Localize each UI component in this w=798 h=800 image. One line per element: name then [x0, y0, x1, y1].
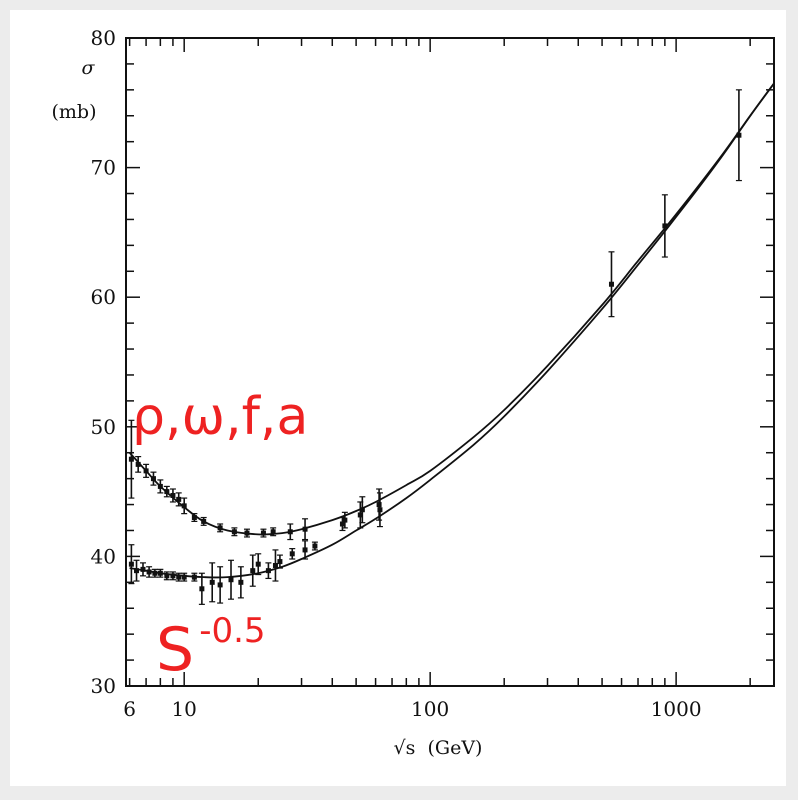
- data-point-lower: [255, 553, 262, 576]
- y-tick-label: 30: [91, 674, 116, 698]
- data-point-upper: [287, 523, 294, 541]
- data-point-lower: [133, 559, 140, 582]
- data-point-high-energy: [608, 251, 615, 318]
- data-point-lower: [276, 554, 283, 569]
- data-point-high-energy: [661, 194, 668, 258]
- data-point-lower: [228, 559, 235, 600]
- data-point-upper: [163, 485, 170, 498]
- annotation-power-law: S -0.5: [156, 611, 266, 685]
- data-point-lower: [163, 571, 170, 581]
- data-point-lower: [302, 540, 309, 560]
- data-point-upper: [135, 456, 142, 473]
- data-point-lower: [357, 501, 364, 529]
- data-point-upper: [191, 513, 198, 523]
- data-point-upper: [376, 488, 383, 521]
- y-tick-label: 80: [91, 26, 116, 50]
- data-point-upper: [143, 463, 150, 478]
- data-point-lower: [151, 568, 158, 578]
- data-point-lower: [217, 566, 224, 604]
- annotation-reggeon-exchange: ρ,ω,f,a: [132, 387, 308, 447]
- x-tick-label: 100: [411, 697, 449, 721]
- y-axis-label-unit: (mb): [51, 101, 96, 123]
- annotation-power-base: S: [156, 615, 194, 685]
- data-point-lower: [175, 572, 182, 582]
- data-point-lower: [249, 554, 256, 587]
- data-point-upper: [181, 497, 188, 515]
- data-point-upper: [150, 471, 157, 486]
- data-point-lower: [311, 541, 318, 551]
- data-point-upper: [169, 488, 176, 503]
- ticks-layer: 6 10 100 1000 30 40 50 60 70 80: [91, 26, 774, 721]
- data-point-upper: [260, 528, 267, 538]
- data-point-lower: [157, 568, 164, 578]
- data-point-lower: [198, 572, 205, 605]
- data-point-upper: [231, 527, 238, 537]
- data-point-upper: [157, 479, 164, 494]
- data-point-lower: [339, 516, 346, 532]
- fit-curve-upper: [128, 82, 775, 536]
- fit-curve-lower: [129, 82, 775, 579]
- data-point-high-energy: [735, 89, 742, 182]
- x-tick-label: 6: [123, 697, 136, 721]
- y-axis-label-sigma: σ: [82, 57, 96, 79]
- y-tick-label: 70: [91, 156, 116, 180]
- annotation-power-exponent: -0.5: [199, 611, 265, 651]
- data-point-upper: [175, 492, 182, 507]
- x-axis-label: √s (GeV): [394, 737, 483, 759]
- data-point-lower: [146, 566, 153, 578]
- x-tick-label: 1000: [651, 697, 702, 721]
- plot-panel: 6 10 100 1000 30 40 50 60 70 80 σ (mb) √s (GeV) ρ…: [10, 10, 786, 786]
- y-tick-label: 50: [91, 415, 116, 439]
- series-layer: [128, 82, 775, 605]
- x-tick-label: 10: [171, 697, 196, 721]
- data-point-lower: [139, 562, 146, 577]
- y-tick-label: 40: [91, 544, 116, 568]
- data-point-lower: [289, 548, 296, 560]
- data-point-lower: [376, 492, 383, 528]
- data-point-lower: [265, 562, 272, 580]
- data-point-upper: [128, 419, 135, 499]
- data-point-upper: [200, 516, 207, 526]
- data-point-upper: [243, 528, 250, 538]
- data-point-lower: [169, 571, 176, 581]
- data-point-lower: [272, 549, 279, 582]
- data-point-upper: [217, 523, 224, 533]
- data-point-upper: [270, 527, 277, 537]
- y-tick-label: 60: [91, 285, 116, 309]
- cross-section-chart: 6 10 100 1000 30 40 50 60 70 80 σ (mb) √s (GeV) ρ…: [51, 26, 775, 759]
- data-point-lower: [237, 566, 244, 599]
- data-point-lower: [191, 572, 198, 582]
- data-point-lower: [209, 562, 216, 603]
- data-point-lower: [128, 544, 135, 585]
- data-point-lower: [181, 572, 188, 582]
- data-point-upper: [302, 518, 309, 541]
- plot-frame: [125, 37, 775, 687]
